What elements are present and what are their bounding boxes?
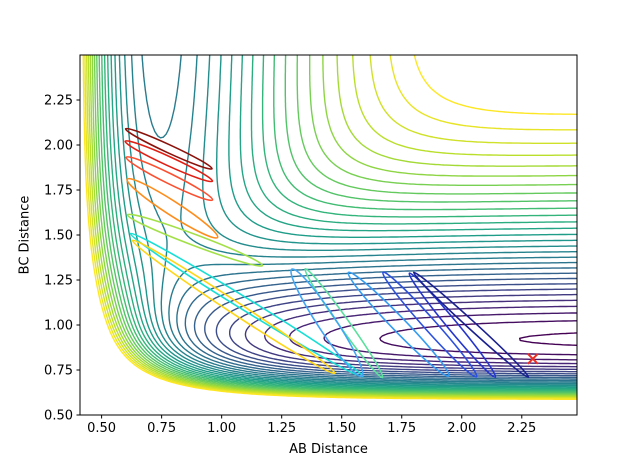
y-tick-label: 1.75	[44, 184, 73, 199]
x-tick-label: 0.50	[87, 421, 116, 436]
contour-level-line	[229, 288, 577, 373]
x-tick-label: 2.25	[507, 421, 536, 436]
contour-level-line	[110, 55, 577, 390]
contour-level-line	[87, 55, 577, 398]
contour-level-line	[288, 305, 577, 365]
x-tick-label: 2.00	[447, 421, 476, 436]
contour-level-line	[82, 55, 577, 400]
trajectory-ellipse	[347, 271, 450, 378]
contour-level-line	[93, 55, 577, 396]
contour-level-line	[91, 55, 577, 396]
x-tick-label: 0.75	[147, 421, 176, 436]
contour-level-line	[114, 55, 577, 388]
y-tick-label: 1.50	[44, 229, 73, 244]
contour-level-line	[184, 267, 577, 380]
contour-level-line	[101, 55, 577, 393]
trajectory-ellipse	[124, 127, 213, 170]
y-tick-label: 2.00	[44, 139, 73, 154]
trajectory-ellipse	[290, 268, 364, 378]
y-tick-label: 1.00	[44, 319, 73, 334]
contour-level-line	[98, 55, 577, 394]
y-tick-label: 0.50	[44, 409, 73, 424]
contour-level-line	[103, 55, 577, 392]
contour-level-line	[130, 55, 577, 385]
contour-level-line	[141, 55, 577, 383]
x-tick-label: 1.00	[207, 421, 236, 436]
plot-area	[82, 55, 577, 400]
trajectory-ellipse	[131, 239, 336, 375]
x-tick-label: 1.50	[327, 421, 356, 436]
contour-level-line	[96, 55, 577, 395]
x-tick-label: 1.25	[267, 421, 296, 436]
contour-level-line	[264, 299, 577, 368]
contour-level-line	[204, 277, 577, 377]
trajectory-ellipse	[408, 272, 497, 379]
trajectory-ellipse	[125, 156, 214, 202]
y-axis-label: BC Distance	[17, 195, 33, 275]
axes: 0.50 0.75 1.00 1.25 1.50 1.75 2.00 2.25 0.50 0.75…	[44, 54, 578, 436]
trajectory-ellipse	[381, 271, 478, 378]
contour-level-line	[519, 332, 577, 346]
x-tick-label: 1.75	[387, 421, 416, 436]
y-tick-label: 2.25	[44, 94, 73, 109]
minimum-marker-x	[527, 353, 539, 365]
trajectory-ellipse	[124, 140, 214, 183]
y-tick-label: 1.25	[44, 274, 73, 289]
contour-level-line	[86, 55, 577, 399]
contour-level-line	[107, 55, 577, 391]
trajectory-ellipse	[126, 213, 264, 267]
x-axis-label: AB Distance	[289, 442, 368, 457]
y-tick-label: 0.75	[44, 364, 73, 379]
trajectory-ellipse	[126, 177, 219, 239]
contour-level-line	[89, 55, 577, 397]
contour-level-line	[176, 261, 577, 382]
axis-ticks	[76, 99, 523, 419]
